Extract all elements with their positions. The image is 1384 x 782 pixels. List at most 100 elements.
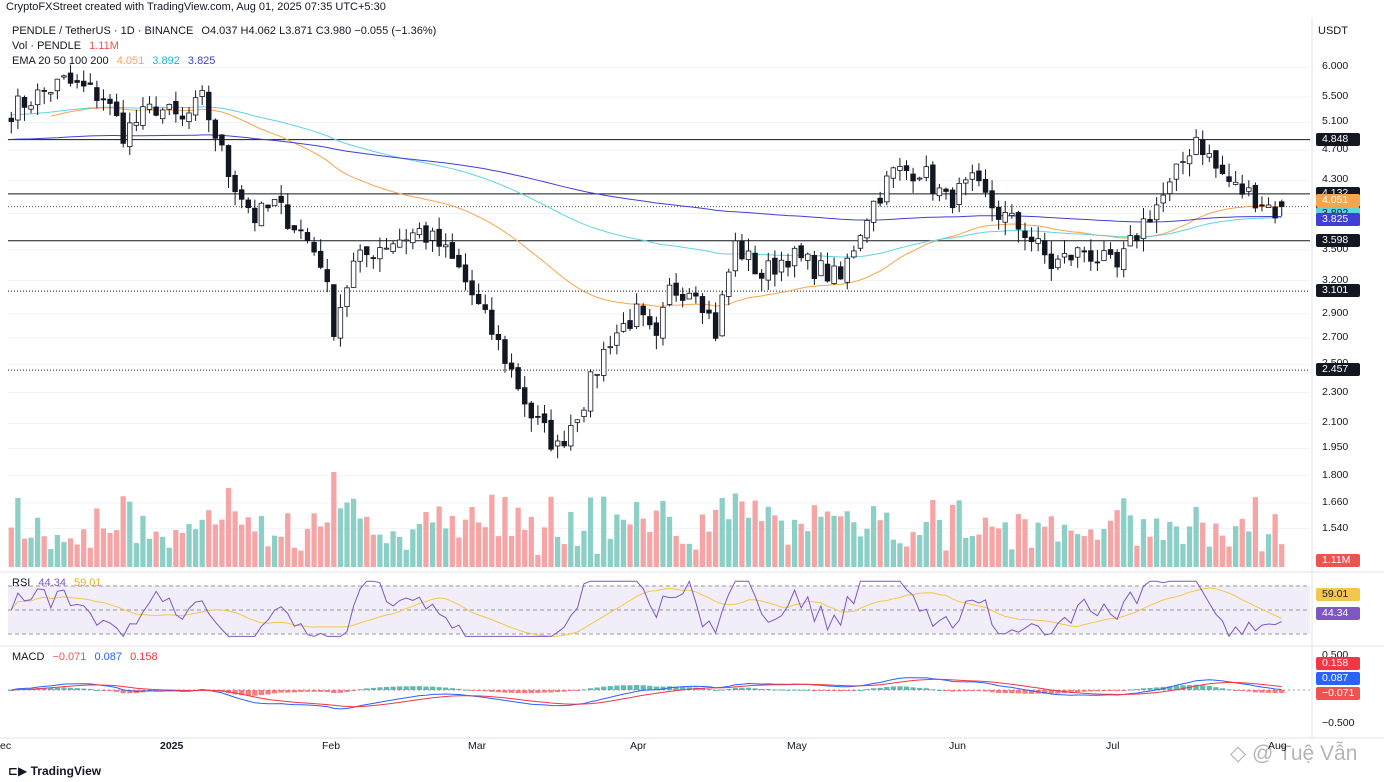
volume-bar bbox=[864, 528, 870, 567]
time-tick: Jun bbox=[949, 740, 966, 752]
candle-body bbox=[581, 409, 587, 417]
macd-hist-bar bbox=[1048, 690, 1054, 695]
candle-body bbox=[916, 177, 923, 180]
volume-bar bbox=[778, 520, 785, 567]
macd-hist-bar bbox=[337, 690, 344, 693]
macd-hist-bar bbox=[791, 689, 798, 691]
price-tick: 1.660 bbox=[1322, 496, 1349, 509]
volume-bar bbox=[568, 511, 574, 567]
candle-body bbox=[778, 259, 785, 273]
candle-body bbox=[640, 305, 646, 316]
macd-hist-bar bbox=[745, 687, 752, 690]
candle-body bbox=[278, 195, 284, 203]
volume-bar bbox=[173, 530, 179, 567]
volume-bar bbox=[206, 510, 212, 567]
volume-bar bbox=[1134, 545, 1140, 567]
currency-label[interactable]: USDT bbox=[1318, 25, 1348, 37]
candle-body bbox=[206, 91, 212, 121]
macd-hist-bar bbox=[726, 688, 732, 690]
volume-bar bbox=[607, 539, 613, 567]
candle-body bbox=[791, 247, 798, 267]
candle-body bbox=[74, 80, 80, 83]
macd-hist-bar bbox=[344, 690, 350, 692]
volume-bar bbox=[344, 502, 350, 567]
tradingview-logo[interactable]: ⊏▶ TradingView bbox=[8, 764, 101, 778]
macd-hist-bar bbox=[489, 690, 495, 692]
macd-hist-bar bbox=[910, 687, 916, 690]
volume-bar bbox=[1068, 530, 1074, 567]
macd-hist-bar bbox=[897, 686, 903, 690]
candle-body bbox=[1048, 253, 1055, 269]
volume-bar bbox=[844, 511, 850, 567]
candle-body bbox=[449, 242, 456, 259]
candle-body bbox=[173, 100, 179, 115]
macd-hist-bar bbox=[1226, 689, 1232, 691]
candle-body bbox=[956, 183, 962, 205]
macd-hist-bar bbox=[258, 690, 265, 696]
volume-bar bbox=[930, 500, 936, 567]
macd-hist-bar bbox=[311, 690, 317, 692]
candle-body bbox=[857, 235, 864, 249]
ema200-value: 3.825 bbox=[187, 55, 216, 67]
volume-bar bbox=[1101, 528, 1107, 567]
macd-hist-bar bbox=[936, 689, 943, 691]
candle-body bbox=[456, 254, 462, 268]
attribution: CryptoFXStreet created with TradingView.… bbox=[6, 1, 386, 13]
macd-hist-bar bbox=[633, 684, 640, 690]
volume-bar bbox=[436, 506, 442, 567]
price-tick: 2.300 bbox=[1322, 385, 1349, 398]
candle-body bbox=[495, 333, 502, 340]
rsi-ma-line bbox=[10, 587, 1282, 637]
macd-hist-bar bbox=[1009, 690, 1015, 694]
volume-bar bbox=[232, 511, 238, 567]
volume-bar bbox=[640, 518, 646, 567]
candle-body bbox=[594, 373, 600, 376]
candle-body bbox=[120, 112, 126, 144]
candle-body bbox=[1180, 161, 1186, 164]
macd-hist-bar bbox=[508, 690, 515, 693]
volume-bar bbox=[1252, 497, 1259, 567]
time-tick: Aug bbox=[1268, 740, 1287, 752]
candle-body bbox=[462, 264, 469, 283]
candle-body bbox=[1094, 261, 1101, 264]
volume-bar bbox=[910, 532, 916, 567]
volume-bar bbox=[8, 527, 14, 567]
macd-hist-bar bbox=[1154, 687, 1160, 690]
volume-bar bbox=[1055, 541, 1061, 567]
volume-bar bbox=[370, 534, 376, 567]
macd-hist-bar bbox=[271, 690, 278, 694]
macd-hist-bar bbox=[1239, 690, 1245, 692]
level-tag: 3.101 bbox=[1316, 284, 1360, 298]
volume-bar bbox=[851, 522, 857, 567]
volume-bar bbox=[21, 538, 28, 567]
candle-body bbox=[192, 97, 199, 116]
volume-bar bbox=[548, 496, 554, 567]
candle-body bbox=[949, 189, 956, 209]
macd-hist-bar bbox=[739, 687, 745, 690]
macd-hist-bar bbox=[1081, 690, 1087, 692]
candle-body bbox=[706, 309, 712, 314]
volume-bar bbox=[1022, 519, 1028, 567]
volume-bar bbox=[61, 541, 67, 567]
candle-body bbox=[673, 282, 679, 296]
volume-bar bbox=[982, 517, 989, 567]
macd-hist-bar bbox=[107, 690, 113, 692]
candle-body bbox=[212, 119, 219, 139]
macd-hist-bar bbox=[87, 688, 93, 690]
macd-hist-value: 0.158 bbox=[130, 651, 158, 663]
macd-hist-bar bbox=[285, 690, 291, 693]
macd-hist-bar bbox=[482, 690, 488, 692]
volume-bar bbox=[410, 529, 416, 567]
macd-hist-bar bbox=[699, 688, 706, 690]
macd-hist-bar bbox=[1147, 687, 1153, 690]
candle-body bbox=[614, 332, 620, 346]
macd-hist-bar bbox=[318, 690, 324, 692]
macd-hist-bar bbox=[120, 690, 126, 694]
macd-hist-bar bbox=[67, 687, 74, 690]
volume-bar bbox=[719, 497, 725, 567]
candle-body bbox=[739, 240, 745, 260]
macd-hist-bar bbox=[1068, 690, 1074, 693]
volume-bar bbox=[1015, 514, 1022, 567]
candle-body bbox=[1035, 238, 1041, 244]
volume-bar bbox=[1094, 539, 1101, 567]
